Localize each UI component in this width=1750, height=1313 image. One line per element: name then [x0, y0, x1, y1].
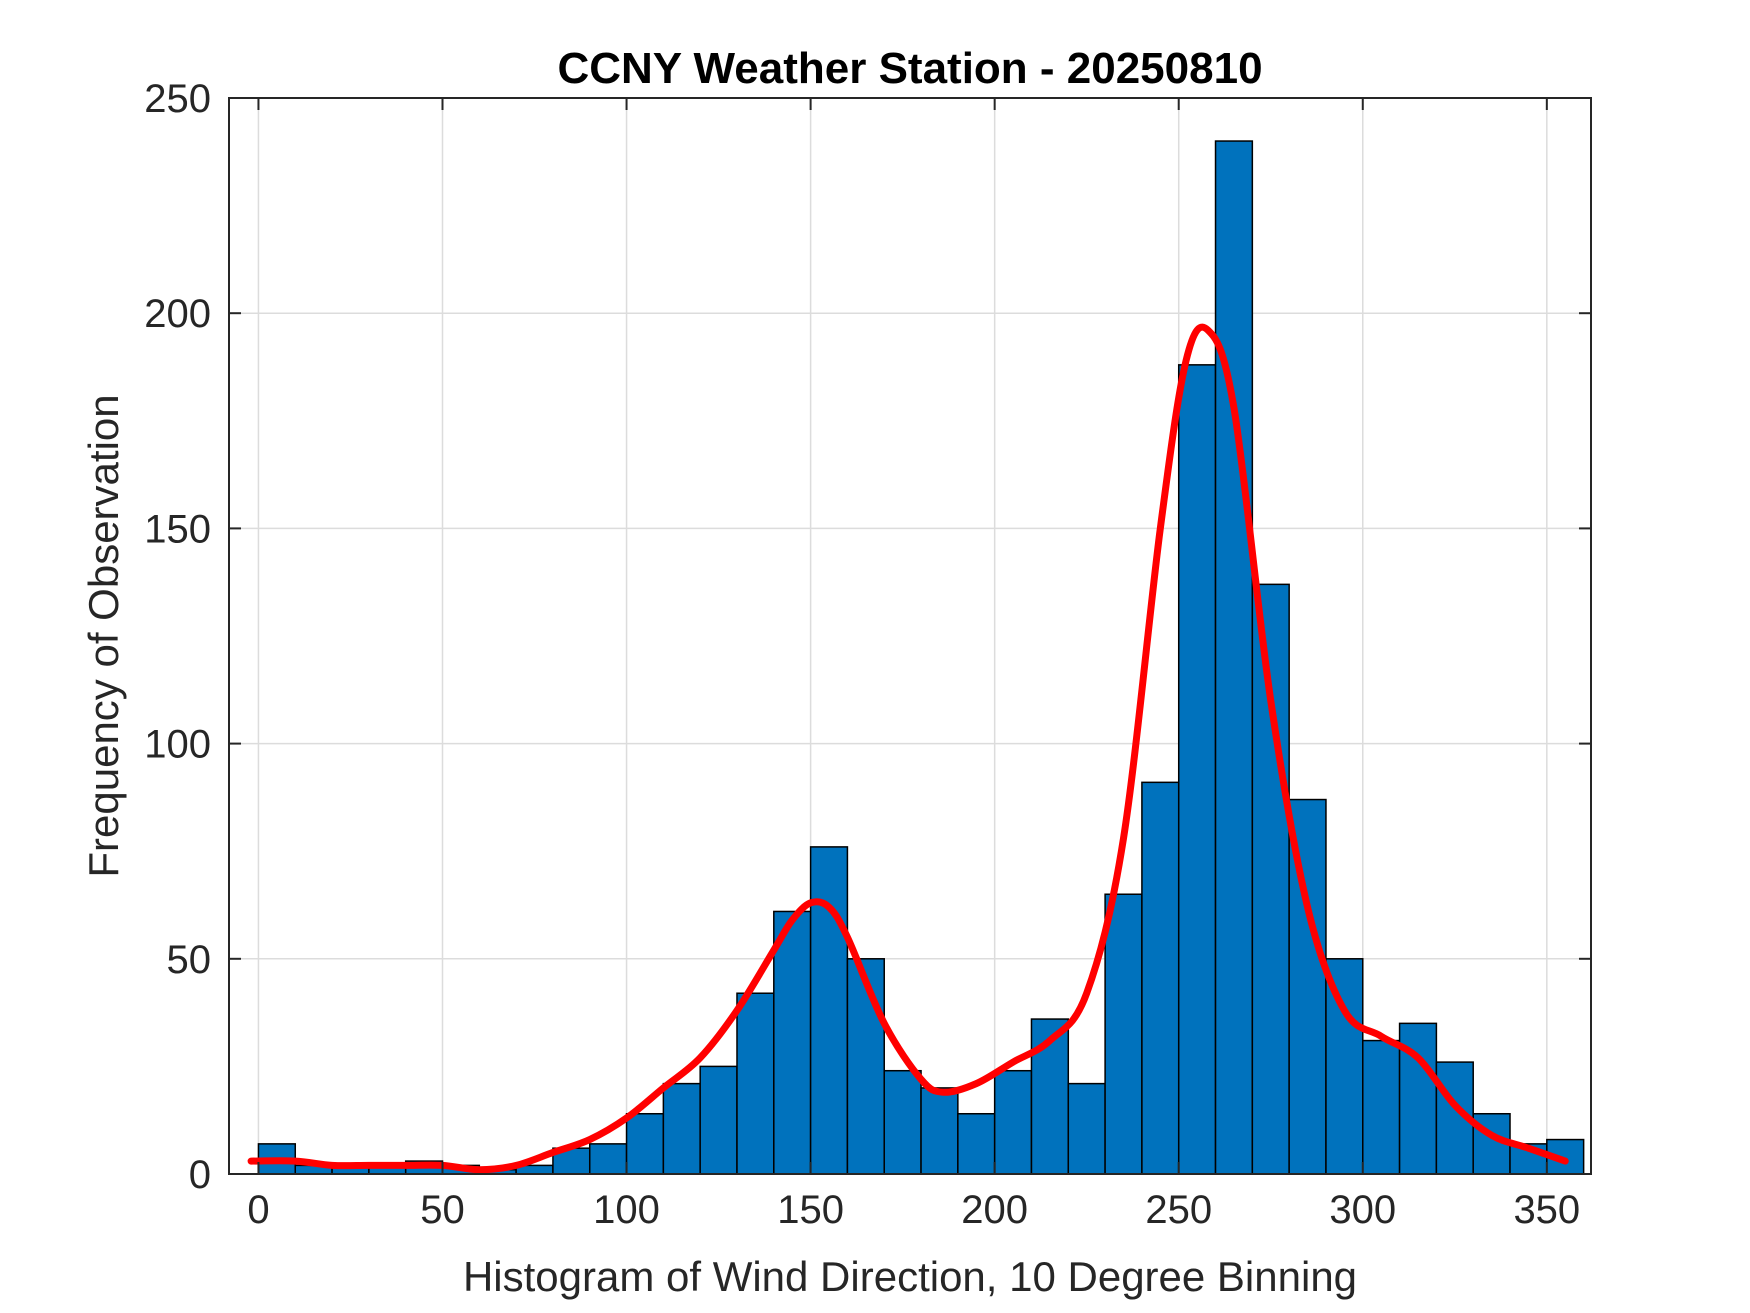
histogram-bar-200: [993, 1069, 1033, 1175]
histogram-bar-120: [699, 1065, 738, 1175]
histogram-bar-110: [662, 1082, 701, 1175]
histogram-bar-300: [1362, 1039, 1401, 1175]
histogram-bar-270: [1251, 583, 1290, 1175]
x-tick-label: 200: [961, 1188, 1028, 1232]
y-tick-labels: 0 50 100 150 200 250: [144, 77, 211, 1197]
histogram-bar-170: [883, 1069, 922, 1175]
x-tick-label: 350: [1513, 1188, 1580, 1232]
chart-title: CCNY Weather Station - 20250810: [557, 44, 1262, 93]
x-tick-labels: 0 50 100 150 200 250 300 350: [247, 1188, 1580, 1232]
x-axis-label: Histogram of Wind Direction, 10 Degree B…: [463, 1253, 1357, 1300]
x-tick-label: 50: [420, 1188, 465, 1232]
y-tick-label: 50: [167, 938, 212, 982]
histogram-bar-160: [846, 958, 885, 1175]
histogram-bar-150: [809, 846, 849, 1175]
histogram-bar-260: [1214, 140, 1254, 1175]
y-tick-label: 100: [144, 723, 211, 767]
y-tick-label: 200: [144, 292, 211, 336]
x-tick-label: 100: [593, 1188, 660, 1232]
axis-ticks: [229, 97, 1591, 1175]
y-axis-label: Frequency of Observation: [80, 394, 127, 877]
histogram-bar-240: [1141, 781, 1180, 1175]
histogram-bar-220: [1067, 1082, 1106, 1175]
axes-frame: [228, 97, 1592, 1175]
histogram-bar-100: [625, 1112, 665, 1175]
x-tick-label: 150: [777, 1188, 844, 1232]
x-tick-label: 0: [247, 1188, 269, 1232]
histogram-bar-140: [773, 910, 812, 1175]
y-tick-label: 0: [189, 1153, 211, 1197]
y-tick-label: 150: [144, 507, 211, 551]
histogram-bar-250: [1177, 364, 1217, 1175]
density-curve: [247, 323, 1569, 1174]
histogram-bar-180: [920, 1087, 959, 1175]
x-tick-label: 250: [1145, 1188, 1212, 1232]
x-tick-label: 300: [1329, 1188, 1396, 1232]
plot-area: [229, 98, 1591, 1174]
histogram-bar-290: [1325, 958, 1364, 1175]
histogram-bar-230: [1104, 893, 1143, 1175]
histogram-bar-190: [957, 1112, 996, 1175]
y-tick-label: 250: [144, 77, 211, 121]
histogram-bar-90: [588, 1143, 628, 1175]
histogram-bar-130: [736, 992, 775, 1175]
